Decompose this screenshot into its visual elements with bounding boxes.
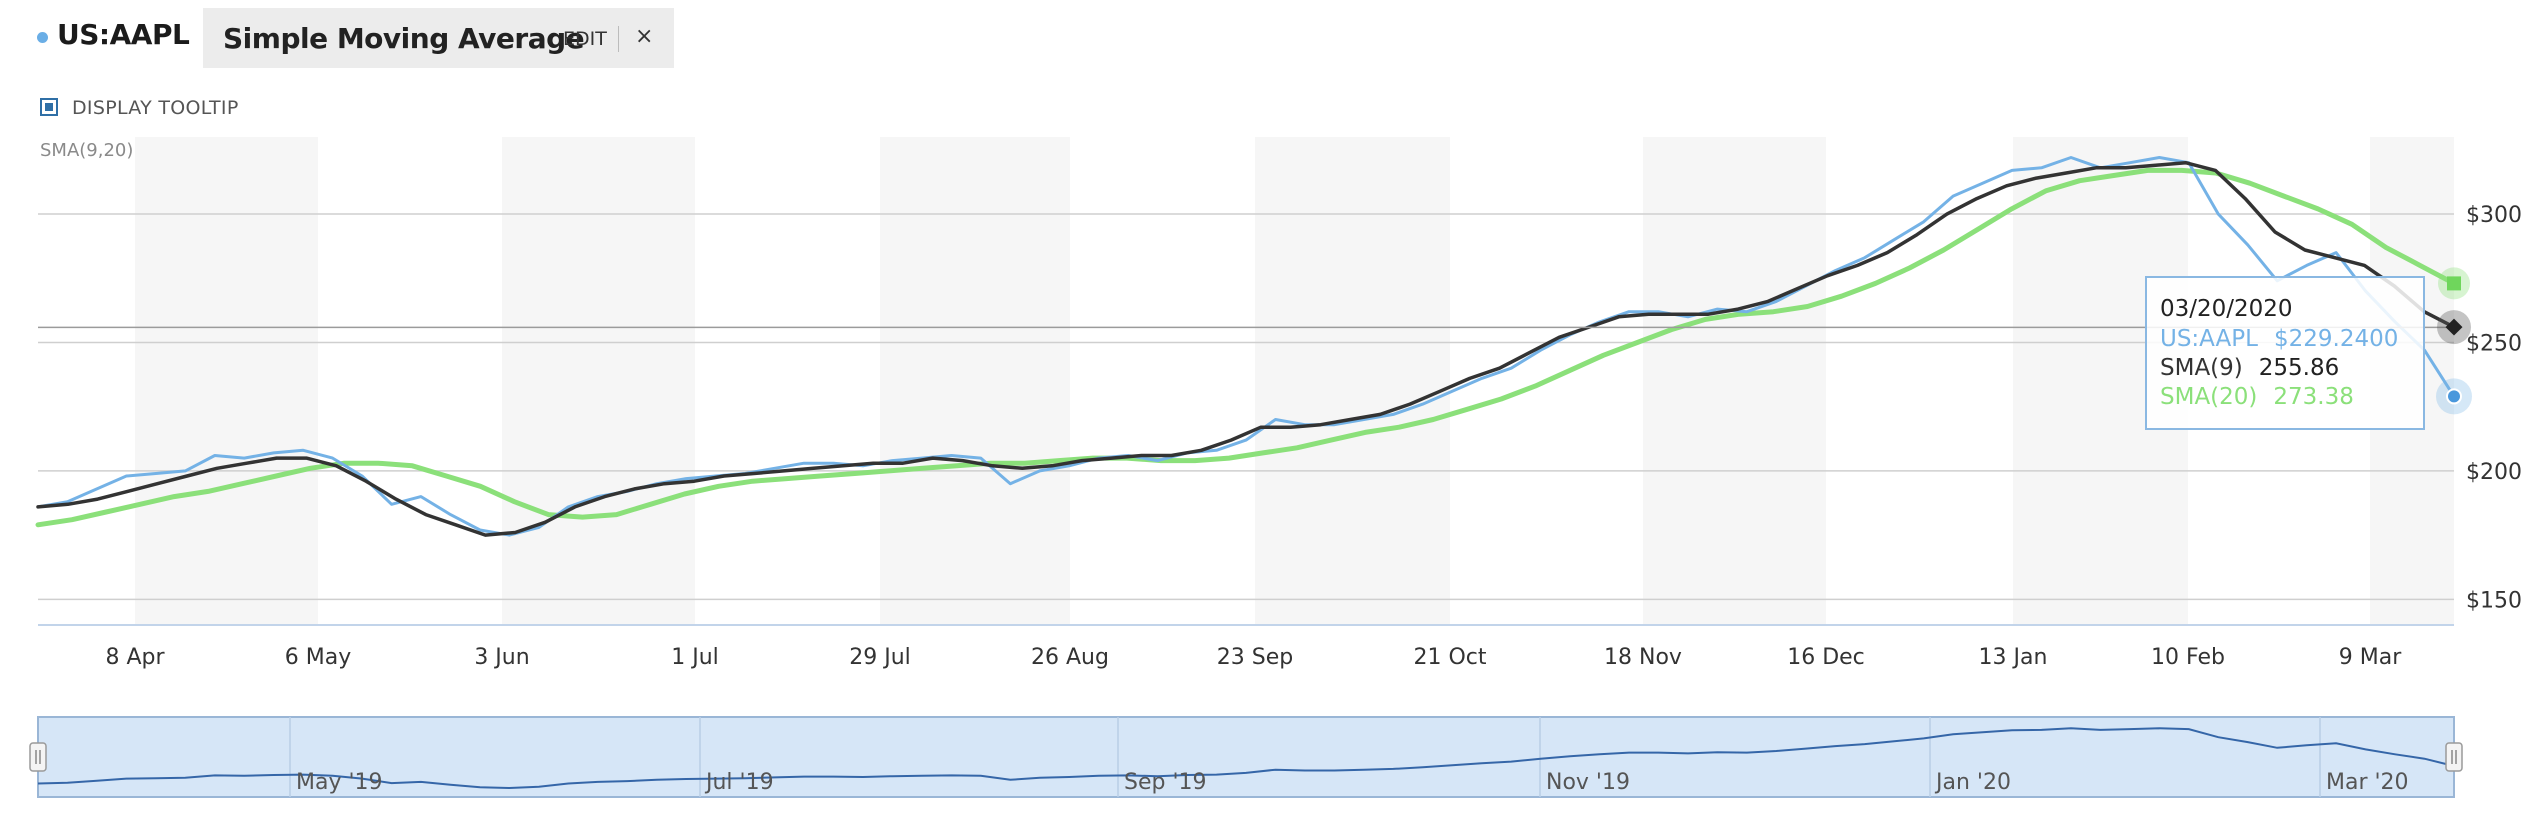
navigator-left-handle[interactable] — [29, 742, 47, 772]
y-tick-label: $150 — [2466, 588, 2522, 613]
drag-handle-icon[interactable] — [2445, 742, 2463, 772]
x-tick-label: 23 Sep — [1217, 645, 1293, 670]
x-tick-label: 9 Mar — [2339, 645, 2402, 670]
x-tick-label: 10 Feb — [2151, 645, 2225, 670]
tooltip-row-label: SMA(20) — [2160, 384, 2257, 410]
tooltip-row-value: $229.2400 — [2274, 326, 2398, 352]
x-tick-label: 1 Jul — [671, 645, 719, 670]
divider — [618, 26, 619, 52]
tooltip-date: 03/20/2020 — [2160, 296, 2293, 322]
y-tick-label: $300 — [2466, 203, 2522, 228]
x-tick-label: 6 May — [285, 645, 351, 670]
x-tick-label: 18 Nov — [1604, 645, 1682, 670]
tooltip-row-value: 273.38 — [2273, 384, 2353, 410]
navigator-label: Mar '20 — [2326, 770, 2409, 795]
x-tick-label: 16 Dec — [1787, 645, 1865, 670]
y-tick-label: $250 — [2466, 331, 2522, 356]
display-tooltip-label: DISPLAY TOOLTIP — [72, 97, 239, 119]
navigator-label: May '19 — [296, 770, 383, 795]
navigator-label: Nov '19 — [1546, 770, 1630, 795]
sma20-series-line — [35, 167, 2457, 528]
y-tick-label: $200 — [2466, 460, 2522, 485]
sma9-series-line — [36, 160, 2456, 537]
background-band — [502, 137, 695, 625]
navigator-right-handle[interactable] — [2445, 742, 2463, 772]
study-label: SMA(9,20) — [40, 140, 133, 161]
navigator-series-line — [37, 727, 2455, 790]
x-tick-label: 21 Oct — [1413, 645, 1486, 670]
background-band — [880, 137, 1070, 625]
tooltip-row-label: SMA(9) — [2160, 355, 2243, 381]
study-name: Simple Moving Average — [223, 22, 585, 55]
x-tick-label: 13 Jan — [1979, 645, 2048, 670]
price-marker — [2446, 388, 2462, 405]
series-color-dot — [37, 32, 48, 43]
tooltip-row-label: US:AAPL — [2160, 326, 2258, 352]
x-tick-label: 3 Jun — [474, 645, 529, 670]
x-tick-label: 29 Jul — [849, 645, 911, 670]
tooltip-row: SMA(20) 273.38 — [2160, 384, 2354, 410]
navigator-label: Jul '19 — [704, 770, 774, 795]
chart-header: US:AAPL Simple Moving Average EDIT × — [0, 0, 2546, 78]
background-band — [135, 137, 318, 625]
background-band — [1255, 137, 1450, 625]
tooltip-box — [2145, 276, 2425, 430]
sma20-marker — [2447, 276, 2461, 291]
x-tick-label: 26 Aug — [1031, 645, 1109, 670]
edit-study-button[interactable]: EDIT — [563, 28, 607, 50]
drag-handle-icon[interactable] — [29, 742, 47, 772]
tooltip-row: US:AAPL $229.2400 — [2160, 326, 2398, 352]
price-series-line — [36, 156, 2456, 537]
background-band — [1643, 137, 1826, 625]
x-tick-label: 8 Apr — [105, 645, 165, 670]
close-icon[interactable]: × — [635, 24, 654, 49]
navigator-label: Jan '20 — [1934, 770, 2011, 795]
study-tab[interactable]: Simple Moving Average EDIT × — [203, 8, 674, 68]
tooltip-row: SMA(9) 255.86 — [2160, 355, 2339, 381]
ticker-symbol[interactable]: US:AAPL — [57, 18, 190, 51]
checkbox-icon[interactable] — [40, 98, 58, 116]
navigator-label: Sep '19 — [1124, 770, 1207, 795]
tooltip-row-value: 255.86 — [2259, 355, 2339, 381]
